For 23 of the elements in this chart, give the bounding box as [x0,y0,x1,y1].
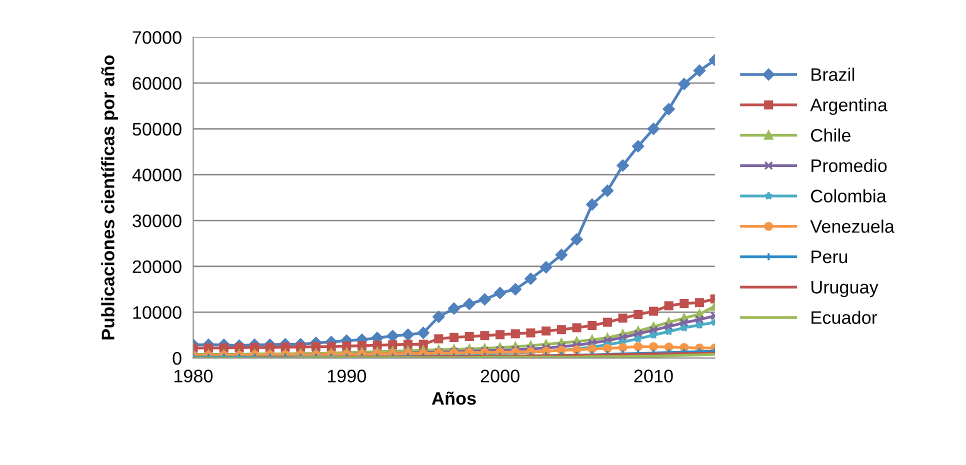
y-tick-label: 60000 [132,76,182,90]
y-tick-label: 70000 [132,31,182,44]
y-tick-label: 20000 [132,260,182,274]
y-tick-label: 50000 [132,122,182,136]
legend-label: Chile [811,128,850,142]
y-tick-label: 40000 [132,168,182,182]
legend-label: Uruguay [812,280,878,298]
x-axis-title: Años [432,392,476,405]
y-tick-label: 10000 [133,306,182,319]
legend-label: Colombia [811,189,886,202]
y-tick-label: 30000 [132,214,182,228]
legend-label: Ecuador [812,310,878,324]
legend-label: Brazil [812,68,854,81]
legend-label: Argentina [810,98,888,115]
x-tick-label: 2010 [634,370,673,382]
y-tick-label: 0 [172,352,182,365]
x-tick-label: 2000 [480,370,520,382]
x-tick-label: 1980 [174,370,213,382]
legend-label: Promedio [812,158,887,172]
x-tick-label: 1990 [328,370,366,382]
y-axis-title: Publicaciones científicas por año [101,55,118,340]
legend-label: Venezuela [810,220,894,233]
legend-label: Peru [812,250,848,264]
